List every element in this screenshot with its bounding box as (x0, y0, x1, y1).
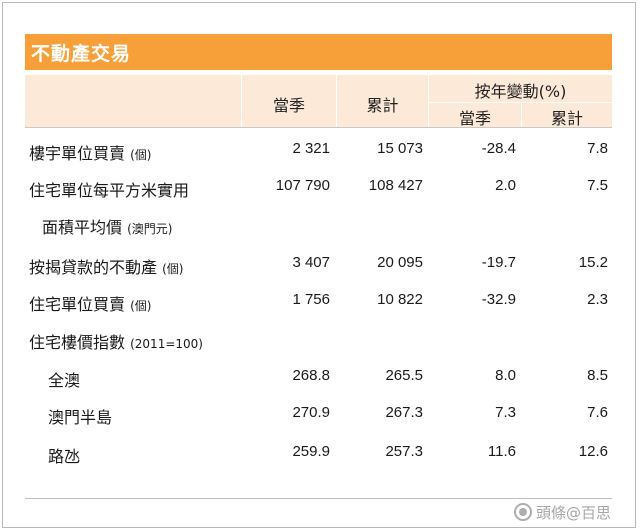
cell-yoy-cumulative: 8.5 (587, 367, 608, 384)
header-divider (241, 75, 242, 127)
cell-quarter: 259.9 (292, 443, 330, 460)
cell-yoy-quarter: 11.6 (487, 443, 516, 460)
table-header (25, 75, 612, 127)
cell-cumulative: 108 427 (368, 177, 423, 194)
row-label: 面積平均價 (澳門元) (42, 218, 173, 237)
row-label: 路氹 (48, 447, 81, 466)
cell-yoy-quarter: 8.0 (495, 367, 516, 384)
cell-yoy-cumulative: 7.5 (587, 177, 608, 194)
cell-quarter: 1 756 (292, 291, 330, 308)
header-quarter: 當季 (272, 96, 305, 115)
cell-cumulative: 15 073 (377, 140, 423, 157)
table-title: 不動產交易 (31, 43, 132, 65)
watermark-text: 頭條@百思 (536, 503, 612, 522)
cell-yoy-quarter: -19.7 (481, 254, 516, 271)
header-divider (428, 102, 612, 103)
header-yoy-quarter: 當季 (458, 109, 491, 128)
header-yoy-group: 按年變動(%) (474, 82, 567, 101)
header-divider (521, 103, 522, 127)
table-bottom-rule (25, 498, 612, 499)
cell-yoy-cumulative: 2.3 (587, 291, 608, 308)
cell-yoy-cumulative: 15.2 (578, 254, 608, 271)
watermark-logo-icon (514, 503, 532, 521)
cell-yoy-quarter: 7.3 (495, 404, 516, 421)
cell-yoy-quarter: -28.4 (481, 140, 516, 157)
cell-cumulative: 20 095 (377, 254, 423, 271)
header-yoy-cumulative: 累計 (550, 109, 583, 128)
watermark: 頭條@百思 (514, 499, 632, 525)
cell-yoy-quarter: -32.9 (481, 291, 516, 308)
header-bottom-rule (25, 127, 612, 128)
cell-quarter: 3 407 (292, 254, 330, 271)
row-label: 住宅單位每平方米實用 (29, 181, 190, 200)
row-label: 澳門半島 (48, 408, 113, 427)
row-label: 住宅單位買賣 (個) (29, 295, 152, 314)
cell-quarter: 268.8 (292, 367, 330, 384)
cell-quarter: 270.9 (292, 404, 330, 421)
row-label: 按揭貸款的不動產 (個) (29, 258, 184, 277)
cell-quarter: 2 321 (292, 140, 330, 157)
cell-yoy-cumulative: 12.6 (578, 443, 608, 460)
cell-yoy-cumulative: 7.8 (587, 140, 608, 157)
table-title-bar: 不動產交易 (25, 34, 612, 70)
header-cumulative: 累計 (366, 96, 399, 115)
row-label: 住宅樓價指數 (2011=100) (29, 333, 203, 352)
cell-cumulative: 10 822 (377, 291, 423, 308)
cell-cumulative: 267.3 (385, 404, 423, 421)
cell-quarter: 107 790 (275, 177, 330, 194)
cell-cumulative: 265.5 (385, 367, 423, 384)
header-divider (336, 75, 337, 127)
row-label: 全澳 (48, 371, 81, 390)
cell-yoy-cumulative: 7.6 (587, 404, 608, 421)
header-divider (428, 75, 429, 127)
row-label: 樓宇單位買賣 (個) (29, 144, 152, 163)
cell-yoy-quarter: 2.0 (495, 177, 516, 194)
cell-cumulative: 257.3 (385, 443, 423, 460)
